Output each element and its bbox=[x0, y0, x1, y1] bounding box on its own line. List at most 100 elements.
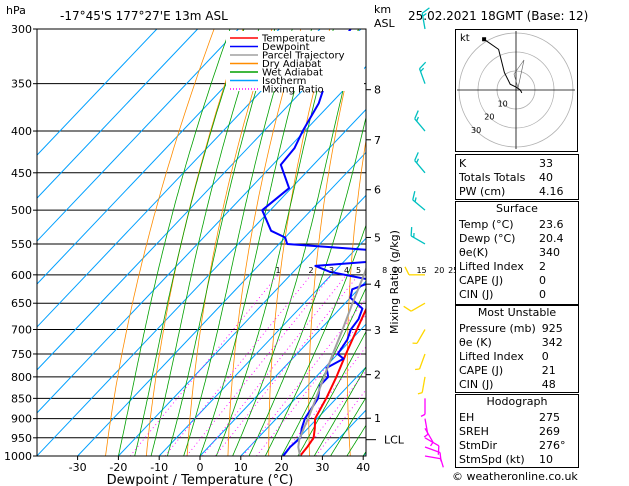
dry-adiabat-line bbox=[186, 29, 273, 456]
km-unit-label: km bbox=[374, 3, 391, 16]
index-value: 21 bbox=[541, 363, 556, 377]
wind-barb-half-flag bbox=[422, 13, 427, 17]
wet-adiabat-line bbox=[134, 29, 245, 456]
wind-barb bbox=[424, 455, 444, 468]
wind-barb bbox=[423, 418, 429, 438]
legend-entry-label: Isotherm bbox=[262, 76, 306, 87]
wind-barb bbox=[403, 302, 426, 312]
table-row: CAPE (J) 21 bbox=[456, 363, 578, 377]
km-tick-label: 3 bbox=[374, 324, 381, 337]
isotherm-line bbox=[77, 151, 366, 456]
x-tick-label: 30 bbox=[315, 461, 329, 474]
wet-adiabat-line bbox=[330, 396, 366, 456]
wind-barb-staff bbox=[416, 329, 426, 344]
index-value: 10 bbox=[539, 452, 553, 466]
legend-entry-label: Dry Adiabat bbox=[262, 59, 321, 70]
wind-barb bbox=[414, 152, 426, 174]
isotherm-line bbox=[240, 323, 366, 456]
isotherm-line bbox=[37, 29, 199, 199]
x-axis-title: Dewpoint / Temperature (°C) bbox=[107, 473, 294, 486]
wind-barb bbox=[420, 398, 426, 417]
index-value: 4.16 bbox=[539, 184, 564, 198]
hodograph-unit-label: kt bbox=[460, 33, 470, 44]
wind-barb-half-flag bbox=[416, 116, 420, 122]
table-row: Pressure (mb) 925 bbox=[456, 321, 578, 335]
dry-adiabat-line bbox=[308, 29, 360, 456]
wind-barb-half-flag bbox=[415, 368, 420, 371]
table-row: Temp (°C) 23.6 bbox=[456, 217, 578, 231]
index-label: StmDir bbox=[459, 438, 498, 452]
mixing-ratio-label: 3 bbox=[329, 266, 334, 275]
index-value: 269 bbox=[539, 424, 560, 438]
mixing-ratio-line bbox=[129, 274, 279, 456]
table-row: Lifted Index 0 bbox=[456, 349, 578, 363]
wind-barb-half-flag bbox=[412, 342, 418, 345]
isotherm-line bbox=[37, 29, 280, 285]
mixing-ratio-line bbox=[202, 274, 347, 456]
y-tick-label: 450 bbox=[11, 167, 32, 180]
dry-adiabat-line bbox=[268, 29, 331, 456]
table-row: PW (cm) 4.16 bbox=[456, 184, 578, 198]
y-tick-label: 900 bbox=[11, 413, 32, 426]
pressure-unit-label: hPa bbox=[6, 4, 26, 17]
wind-barb-half-flag bbox=[414, 197, 417, 202]
y-tick-label: 950 bbox=[11, 432, 32, 445]
table-row: SREH 269 bbox=[456, 424, 578, 438]
hodograph-cone bbox=[513, 59, 525, 89]
mixing-ratio-line bbox=[214, 274, 359, 456]
wet-adiabat-line bbox=[150, 29, 260, 456]
wet-adiabat-line bbox=[167, 29, 276, 456]
wind-barb-flag bbox=[421, 7, 430, 14]
mixing-ratio-axis-title: Mixing Ratio (g/kg) bbox=[388, 230, 401, 334]
wind-barb-flag bbox=[437, 445, 440, 455]
wet-adiabat-line bbox=[118, 29, 231, 456]
wind-barb bbox=[414, 110, 426, 132]
wind-barb-flag bbox=[410, 227, 413, 237]
index-value: 275 bbox=[539, 410, 560, 424]
index-label: θe (K) bbox=[459, 335, 492, 349]
wind-barb-flag bbox=[440, 458, 444, 468]
table-row: K 33 bbox=[456, 156, 578, 170]
isotherm-line bbox=[37, 29, 362, 371]
dry-adiabat-line bbox=[618, 5, 629, 474]
mixing-ratio-label: 10 bbox=[392, 266, 402, 275]
wet-adiabat-line bbox=[297, 330, 366, 456]
wet-adiabat-line bbox=[232, 29, 359, 456]
parcel-trajectory-line bbox=[297, 266, 366, 456]
mixing-ratio-label: 15 bbox=[416, 266, 426, 275]
x-tick-label: 0 bbox=[197, 461, 204, 474]
wet-adiabat-line bbox=[281, 287, 366, 456]
wet-adiabat-line bbox=[215, 29, 334, 456]
index-value: 0 bbox=[539, 273, 546, 287]
mixing-ratio-line bbox=[300, 369, 366, 456]
mixing-ratio-label: 5 bbox=[356, 266, 361, 275]
legend-entry-label: Temperature bbox=[261, 34, 325, 45]
index-value: 48 bbox=[541, 377, 556, 391]
hodograph-ring-label: 10 bbox=[498, 99, 508, 108]
dry-adiabat-line bbox=[105, 29, 215, 456]
wind-barb bbox=[412, 329, 426, 345]
y-tick-label: 1000 bbox=[4, 450, 32, 463]
copyright-footer: © weatheronline.co.uk bbox=[452, 470, 578, 483]
km-tick-label: 7 bbox=[374, 134, 381, 147]
index-label: Totals Totals bbox=[459, 170, 526, 184]
wind-barb-flag bbox=[414, 152, 419, 161]
y-tick-label: 500 bbox=[11, 204, 32, 217]
y-tick-label: 300 bbox=[11, 23, 32, 36]
wind-barb-staff bbox=[424, 437, 440, 447]
index-value: 33 bbox=[539, 156, 553, 170]
index-label: K bbox=[459, 156, 467, 170]
km-tick-label: 1 bbox=[374, 412, 381, 425]
wind-barb-half-flag bbox=[417, 391, 423, 395]
hodograph-ring-label: 30 bbox=[471, 126, 481, 135]
wind-barb-column bbox=[403, 7, 444, 468]
index-label: StmSpd (kt) bbox=[459, 452, 525, 466]
wind-barb-half-flag bbox=[420, 413, 426, 417]
mixing-ratio-label: 1 bbox=[276, 266, 281, 275]
dry-adiabat-line bbox=[145, 29, 244, 456]
legend-entry-label: Mixing Ratio bbox=[262, 85, 324, 96]
index-label: θe(K) bbox=[459, 245, 489, 259]
location-label: -17°45'S 177°27'E 13m ASL bbox=[60, 9, 228, 23]
wind-barb-flag bbox=[414, 110, 419, 120]
wind-barb-half-flag bbox=[429, 441, 434, 447]
